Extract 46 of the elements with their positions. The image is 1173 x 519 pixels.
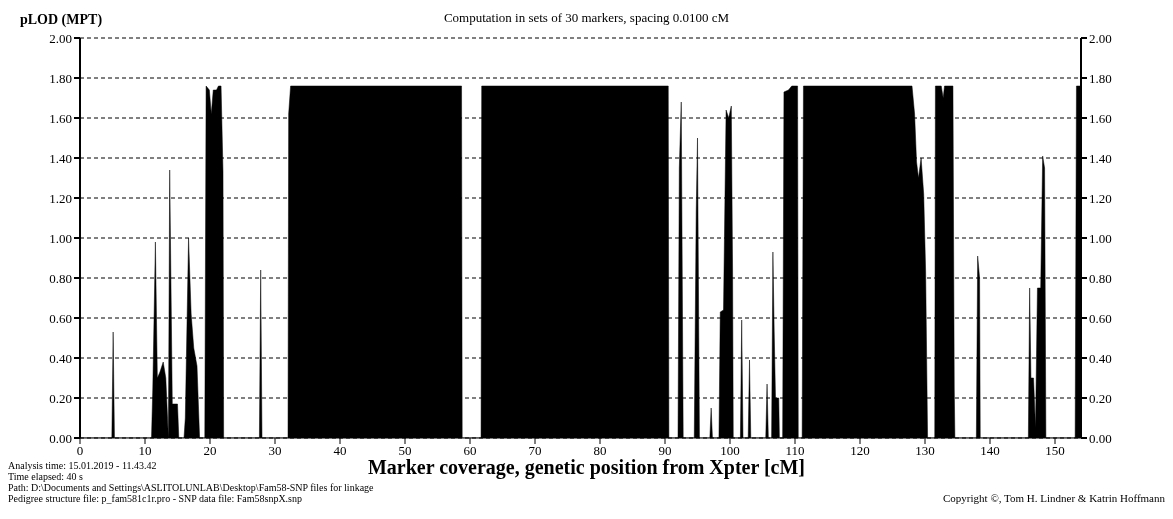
y2-tick-label: 1.40 xyxy=(1089,150,1112,166)
y-tick-label: 0.20 xyxy=(49,390,72,406)
y2-tick-label: 0.40 xyxy=(1089,350,1112,366)
x-tick-label: 20 xyxy=(203,443,217,459)
y2-tick-label: 0.60 xyxy=(1089,310,1112,326)
y-tick-label: 1.40 xyxy=(49,150,72,166)
text: Copyright ©, Tom H. Lindner & Katrin Hoffmann xyxy=(943,492,1165,504)
x-tick-label: 90 xyxy=(658,443,672,459)
y-tick-label: 1.60 xyxy=(49,110,72,126)
y-tick-label: 1.80 xyxy=(49,70,72,86)
y2-tick-label: 1.80 xyxy=(1089,70,1112,86)
x-tick-label: 140 xyxy=(980,443,1000,459)
x-tick-label: 80 xyxy=(593,443,607,459)
y2-tick-label: 1.20 xyxy=(1089,190,1112,206)
text: Analysis time: 15.01.2019 - 11.43.42 xyxy=(8,460,157,471)
y2-tick-label: 1.60 xyxy=(1089,110,1112,126)
y-axis-title: pLOD (MPT) xyxy=(20,12,103,28)
x-tick-label: 60 xyxy=(463,443,477,459)
y2-tick-label: 1.00 xyxy=(1089,230,1112,246)
y-tick-label: 2.00 xyxy=(49,30,72,46)
x-tick-label: 70 xyxy=(528,443,542,459)
x-tick-label: 0 xyxy=(76,443,84,459)
y2-tick-label: 0.80 xyxy=(1089,270,1112,286)
y2-tick-label: 2.00 xyxy=(1089,30,1112,46)
x-tick-label: 30 xyxy=(268,443,282,459)
x-tick-label: 100 xyxy=(720,443,740,459)
x-tick-label: 150 xyxy=(1045,443,1065,459)
y-tick-label: 0.00 xyxy=(49,430,72,446)
x-tick-label: 130 xyxy=(915,443,935,459)
y-tick-label: 0.80 xyxy=(49,270,72,286)
text: Time elapsed: 40 s xyxy=(8,471,83,482)
x-tick-label: 50 xyxy=(398,443,412,459)
x-tick-label: 10 xyxy=(138,443,152,459)
y-tick-label: 1.00 xyxy=(49,230,72,246)
text: Path: D:\Documents and Settings\ASLITOLUNLAB\Desktop\Fam58-SNP files for linkage xyxy=(8,482,374,493)
y-tick-label: 0.60 xyxy=(49,310,72,326)
y2-tick-label: 0.00 xyxy=(1089,430,1112,446)
x-tick-label: 110 xyxy=(785,443,805,459)
y-tick-label: 1.20 xyxy=(49,190,72,206)
text: Pedigree structure file: p_fam581c1r.pro - SNP data file: Fam58snpX.snp xyxy=(8,493,302,504)
y-tick-label: 0.40 xyxy=(49,350,72,366)
x-axis-title: Marker coverage, genetic position from Xpter [cM] xyxy=(367,456,806,478)
chart-title: Computation in sets of 30 markers, spacing 0.0100 cM xyxy=(443,10,730,25)
x-tick-label: 40 xyxy=(333,443,347,459)
y2-tick-label: 0.20 xyxy=(1089,390,1112,406)
x-tick-label: 120 xyxy=(850,443,870,459)
